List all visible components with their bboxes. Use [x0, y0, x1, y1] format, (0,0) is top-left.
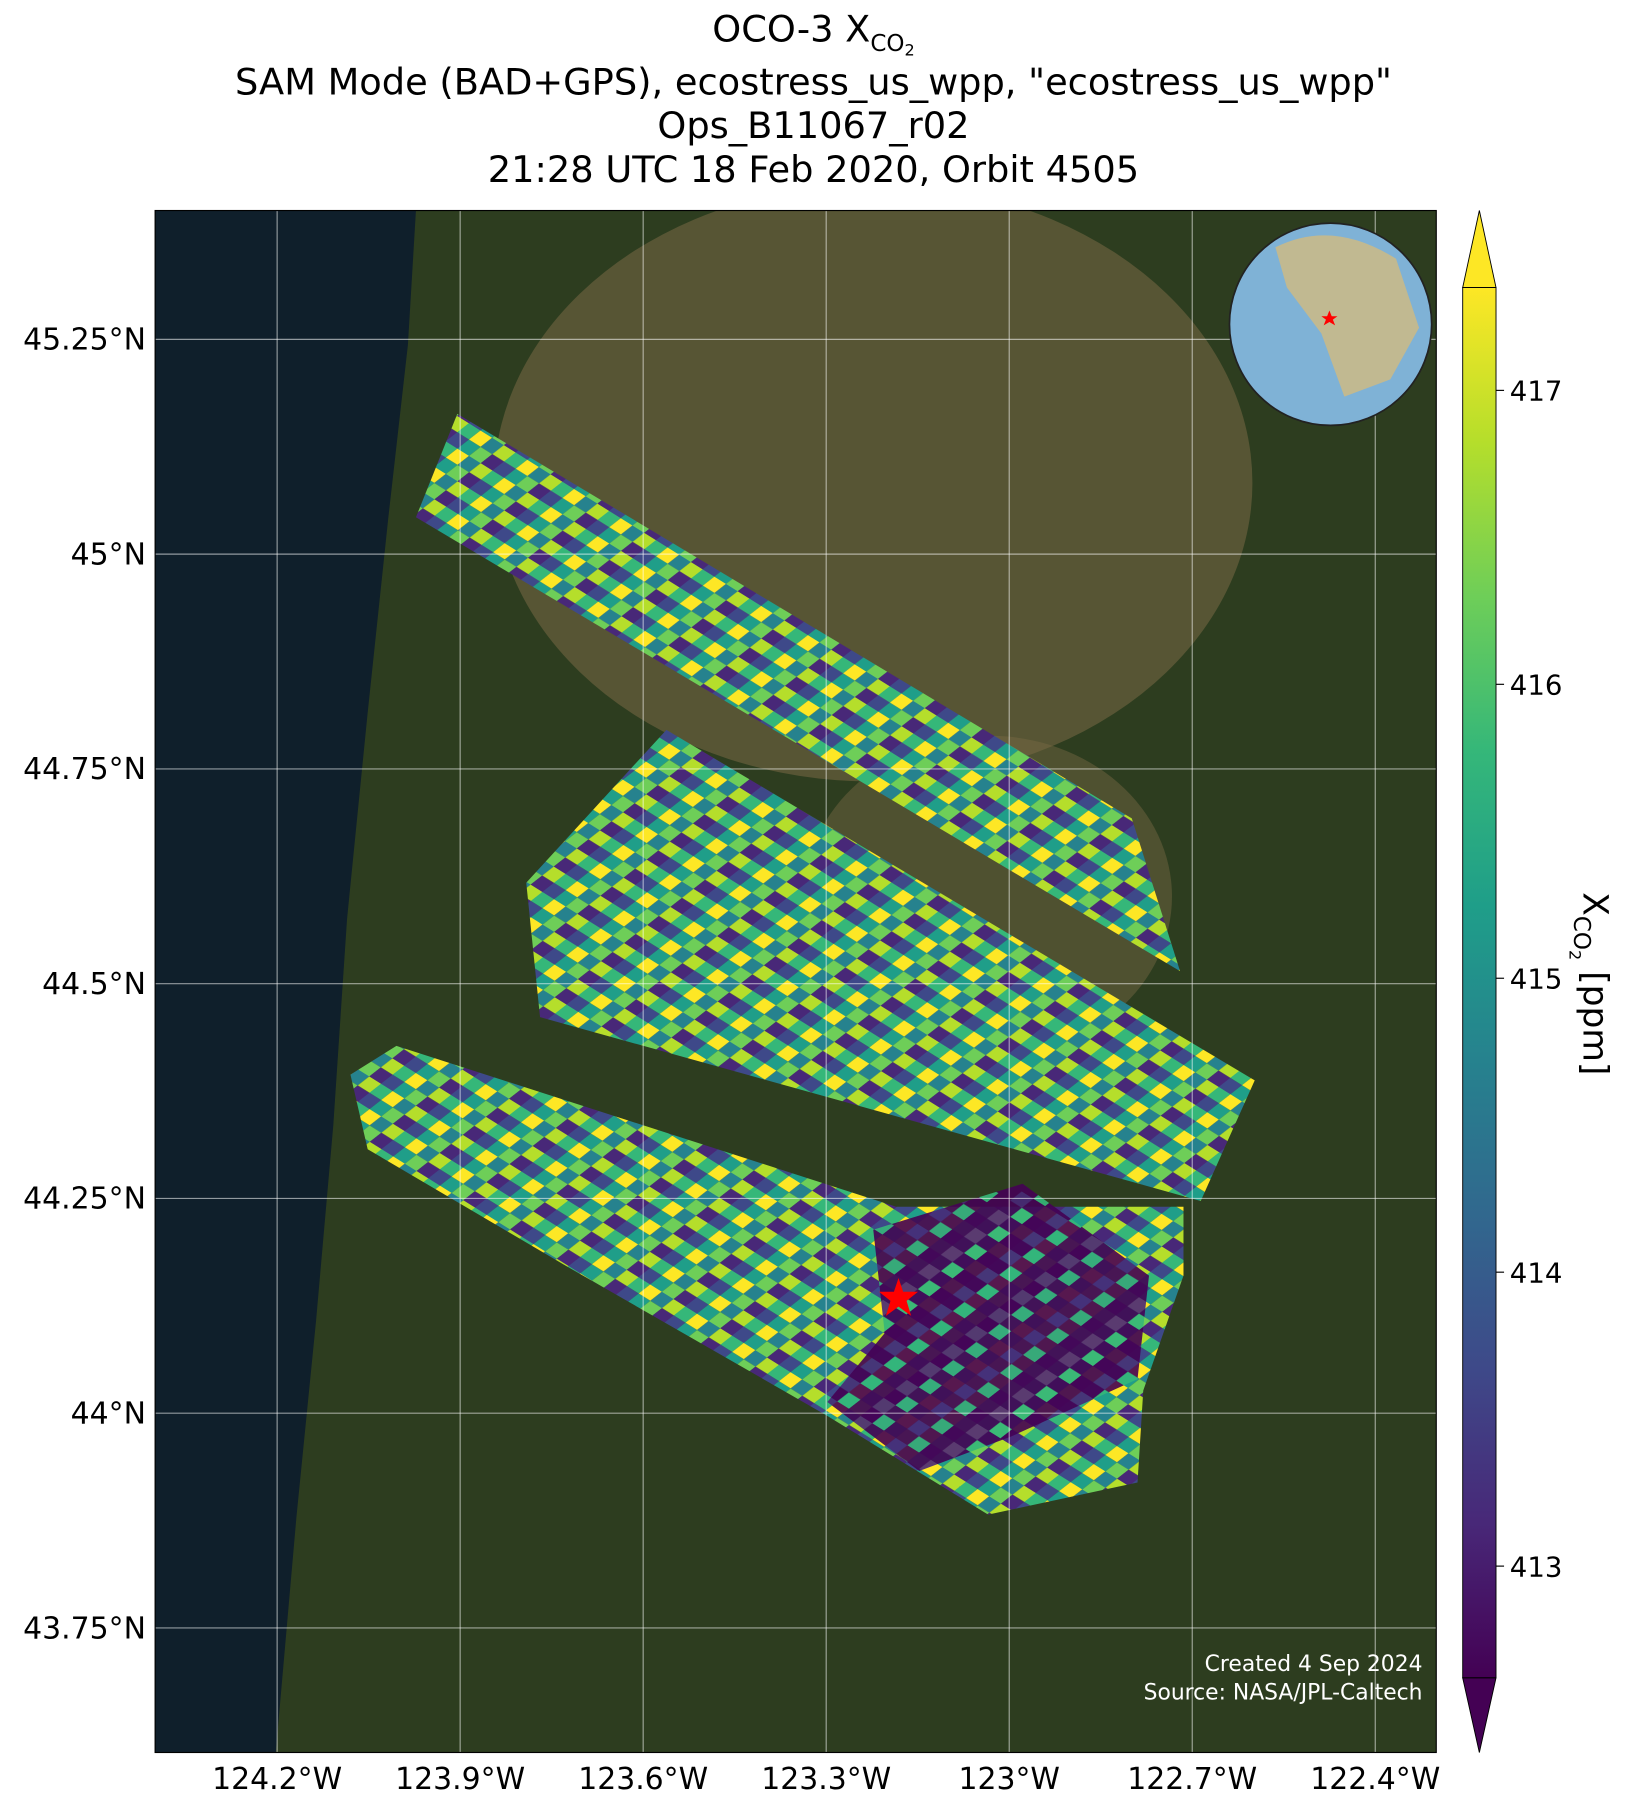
x-tick-label: 122.7°W — [1127, 1762, 1257, 1797]
credit: Source: NASA/JPL-Caltech — [1144, 1681, 1423, 1706]
colorbar-tick-label: 417 — [1510, 375, 1563, 408]
title-subsub: 2 — [904, 40, 914, 59]
y-tick-label: 44.5°N — [42, 967, 146, 1002]
colorbar-tick-label: 413 — [1510, 1550, 1563, 1583]
subtitle: SAM Mode (BAD+GPS), ecostress_us_wpp, "e… — [235, 60, 1392, 103]
subtitle: Ops_B11067_r02 — [657, 104, 969, 147]
y-tick-label: 45.25°N — [23, 323, 146, 358]
y-tick-label: 44°N — [71, 1397, 146, 1432]
title-text: OCO-3 X — [712, 8, 870, 51]
map-area — [155, 210, 1437, 1753]
subtitle: 21:28 UTC 18 Feb 2020, Orbit 4505 — [488, 148, 1139, 191]
x-tick-label: 123.3°W — [761, 1762, 891, 1797]
target-star — [878, 1277, 919, 1316]
colorbar-tick-label: 416 — [1510, 669, 1563, 702]
label-text: X — [1574, 892, 1614, 916]
swath-low — [827, 1183, 1150, 1471]
x-tick-label: 123.9°W — [395, 1762, 525, 1797]
swath — [415, 413, 1181, 972]
x-tick-label: 122.4°W — [1310, 1762, 1440, 1797]
colorbar-frame — [1462, 287, 1497, 1679]
grid — [155, 210, 1437, 1753]
label-sub: CO — [1568, 916, 1594, 950]
inset-land — [1275, 235, 1420, 397]
map-frame — [154, 209, 1437, 1754]
ocean — [155, 210, 416, 1753]
colorbar-fill — [1462, 287, 1497, 1678]
label-unit: [ppm] — [1574, 960, 1614, 1075]
chart-title: OCO-3 XCO2 — [712, 8, 914, 60]
x-tick-label: 124.2°W — [212, 1762, 342, 1797]
axes: 124.2°W 123.9°W 123.6°W 123.3°W 123°W 122.7°W… — [23, 323, 1440, 1798]
colorbar-label: XCO2 [ppm] — [1566, 892, 1615, 1075]
colorbar-tick-label: 415 — [1510, 963, 1563, 996]
credits: Created 4 Sep 2024 Source: NASA/JPL-Calte… — [1144, 1652, 1423, 1706]
title-sub: CO — [870, 31, 904, 57]
colorbar: 413 414 415 416 417 XCO2 [ppm] — [1462, 210, 1615, 1753]
credit: Created 4 Sep 2024 — [1205, 1652, 1423, 1677]
y-tick-label: 43.75°N — [23, 1611, 146, 1646]
y-tick-label: 44.75°N — [23, 752, 146, 787]
label-subsub: 2 — [1566, 950, 1585, 960]
inset-star — [1321, 310, 1338, 326]
x-tick-label: 123°W — [958, 1762, 1059, 1797]
y-tick-label: 45°N — [71, 537, 146, 572]
x-tick-label: 123.6°W — [578, 1762, 708, 1797]
y-tick-label: 44.25°N — [23, 1182, 146, 1217]
swath — [526, 729, 1255, 1201]
colorbar-extend-min — [1462, 1677, 1497, 1753]
colorbar-tick-label: 414 — [1510, 1257, 1563, 1290]
colorbar-extend-max — [1462, 210, 1497, 288]
